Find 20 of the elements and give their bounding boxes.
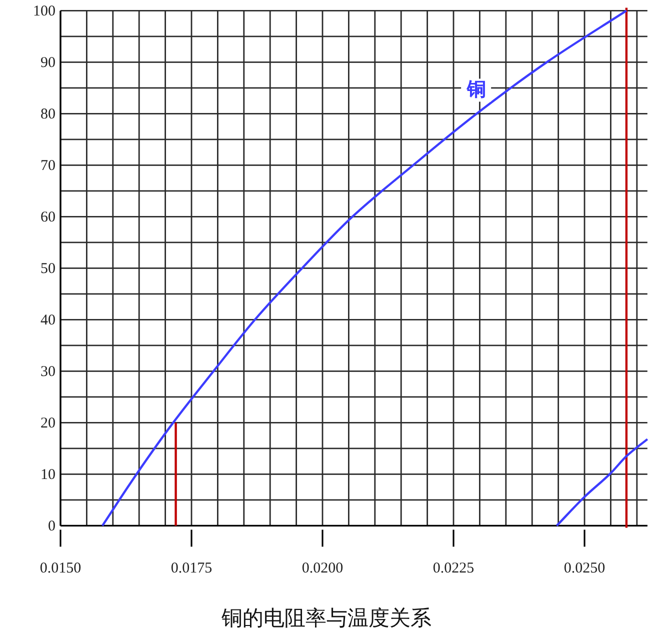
y-tick-label: 100 (33, 4, 56, 20)
x-tick-label: 0.0200 (302, 560, 344, 577)
y-tick-label: 60 (40, 210, 56, 226)
line-series (556, 438, 648, 527)
y-tick-label: 10 (40, 467, 56, 484)
y-tick-label: 20 (40, 416, 56, 432)
y-tick-label: 30 (40, 364, 56, 380)
series-label: 铜 (466, 80, 486, 101)
y-tick-label: 70 (40, 158, 56, 174)
y-tick-label: 50 (40, 261, 56, 278)
y-tick-label: 40 (40, 312, 56, 329)
y-tick-label: 90 (40, 55, 56, 72)
x-tick-label: 0.0150 (40, 560, 82, 577)
y-tick-label: 80 (40, 106, 56, 123)
line-series (101, 10, 628, 527)
x-tick-label: 0.0225 (432, 560, 474, 577)
y-tick-label: 0 (48, 518, 56, 535)
text: 铜的电阻率与温度关系 (220, 606, 432, 630)
x-tick-label: 0.0250 (564, 560, 606, 577)
x-tick-label: 0.0175 (170, 560, 212, 577)
